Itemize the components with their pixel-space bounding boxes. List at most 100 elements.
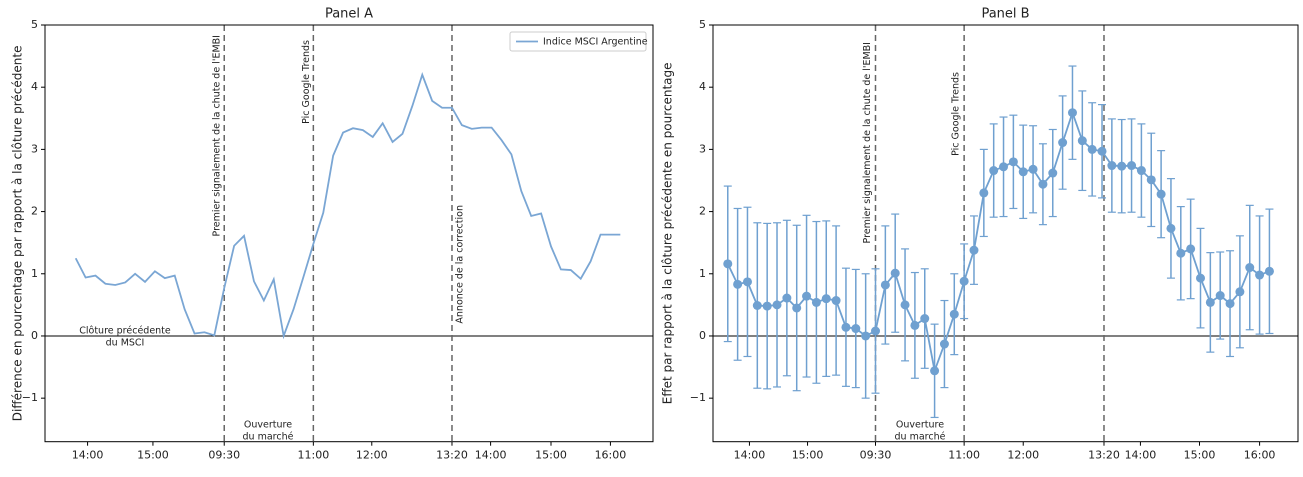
annotation: du marché <box>895 432 946 443</box>
panel-title: Panel A <box>325 7 373 22</box>
point <box>1264 266 1274 276</box>
x-tick-label: 12:00 <box>1007 449 1039 462</box>
plot-frame <box>712 24 1299 443</box>
point <box>989 166 999 176</box>
point <box>1146 175 1156 185</box>
y-tick-label: 5 <box>31 18 38 31</box>
y-tick-label: −1 <box>22 391 38 404</box>
x-tick-label: 13:20 <box>436 449 468 462</box>
point <box>1196 273 1205 283</box>
x-tick-label: 11:00 <box>948 449 980 462</box>
point <box>762 301 772 311</box>
point <box>1225 299 1235 309</box>
x-tick-label: 14:00 <box>475 449 507 462</box>
point <box>861 331 871 341</box>
x-tick-label: 13:20 <box>1088 449 1120 462</box>
y-tick-label: −1 <box>690 391 706 404</box>
y-tick-label: 3 <box>31 142 38 155</box>
annotation: Ouverture <box>896 420 944 431</box>
point <box>969 245 979 255</box>
annotation: Clôture précédente <box>79 326 171 337</box>
point <box>979 188 989 198</box>
x-tick-label: 12:00 <box>356 449 388 462</box>
y-tick-label: 4 <box>31 80 38 93</box>
y-tick-label: 4 <box>699 80 706 93</box>
point <box>831 296 841 306</box>
point <box>920 314 930 324</box>
point <box>733 279 743 289</box>
x-tick-label: 15:00 <box>1184 449 1216 462</box>
point <box>851 324 861 334</box>
point <box>723 259 733 269</box>
point <box>1127 161 1137 171</box>
x-tick-label: 14:00 <box>1125 449 1157 462</box>
point <box>1215 291 1225 301</box>
point <box>821 294 831 304</box>
point <box>939 339 949 349</box>
y-tick-label: 0 <box>699 329 706 342</box>
y-tick-label: 3 <box>699 142 706 155</box>
y-tick-label: 2 <box>31 205 38 218</box>
point <box>949 309 959 319</box>
event-label: Premier signalement de la chute de l'EMB… <box>212 35 223 236</box>
x-tick-label: 14:00 <box>734 449 766 462</box>
y-tick-label: 0 <box>31 329 38 342</box>
point <box>910 320 920 330</box>
x-tick-label: 09:30 <box>860 449 892 462</box>
plot-frame <box>44 24 654 443</box>
point <box>782 293 792 303</box>
point <box>841 322 851 332</box>
point <box>999 162 1009 172</box>
point <box>1245 263 1255 273</box>
x-tick-label: 15:00 <box>792 449 824 462</box>
y-tick-label: 5 <box>699 18 706 31</box>
point <box>890 268 900 278</box>
point <box>1097 146 1107 156</box>
legend-label: Indice MSCI Argentine <box>543 37 648 48</box>
point <box>752 300 762 310</box>
point <box>811 297 821 307</box>
point <box>1117 161 1127 171</box>
legend-box <box>509 31 647 52</box>
point <box>1255 270 1265 280</box>
point <box>1186 244 1196 254</box>
event-label: Annonce de la correction <box>454 205 465 324</box>
point <box>1205 297 1215 307</box>
point <box>900 300 910 310</box>
point <box>772 300 782 310</box>
annotation: Ouverture <box>244 420 292 431</box>
event-label: Pic Google Trends <box>301 40 312 124</box>
point <box>1107 161 1117 171</box>
event-label: Pic Google Trends <box>951 72 962 156</box>
x-tick-label: 16:00 <box>1244 449 1276 462</box>
x-tick-label: 11:00 <box>298 449 330 462</box>
annotation: du marché <box>243 432 294 443</box>
point <box>1077 136 1087 146</box>
point <box>1235 287 1245 297</box>
x-tick-label: 15:00 <box>535 449 567 462</box>
x-tick-label: 09:30 <box>208 449 240 462</box>
x-tick-label: 15:00 <box>137 449 169 462</box>
point <box>959 276 969 286</box>
series-line <box>726 109 1270 375</box>
point <box>1067 108 1077 118</box>
point <box>1166 223 1176 233</box>
panel-title: Panel B <box>981 7 1029 22</box>
y-axis-label: Effet par rapport à la clôture précédent… <box>661 62 675 404</box>
y-tick-label: 1 <box>699 267 706 280</box>
point <box>802 291 812 301</box>
point <box>792 303 802 313</box>
x-tick-label: 14:00 <box>72 449 104 462</box>
series-line <box>74 72 621 340</box>
point <box>1038 179 1048 189</box>
point <box>1008 157 1018 167</box>
point <box>1176 248 1186 258</box>
point <box>1028 164 1038 174</box>
y-axis-label: Différence en pourcentage par rapport à … <box>11 46 25 422</box>
point <box>742 277 752 287</box>
point <box>1018 167 1028 177</box>
y-tick-label: 2 <box>699 205 706 218</box>
y-tick-label: 1 <box>31 267 38 280</box>
event-label: Premier signalement de la chute de l'EMB… <box>862 42 873 243</box>
